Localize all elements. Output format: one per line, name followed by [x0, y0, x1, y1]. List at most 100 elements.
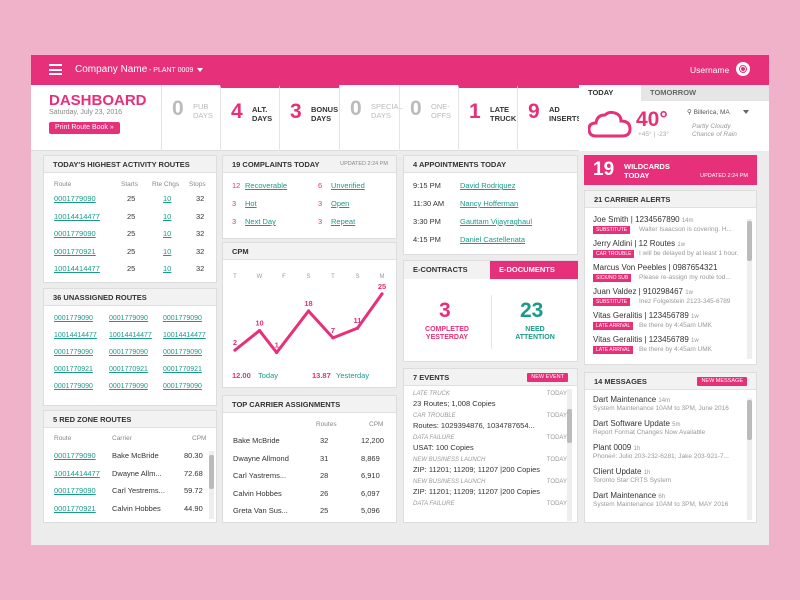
unassigned-route-link[interactable]: 0001770921 — [163, 366, 202, 373]
event-detail[interactable]: ZIP: 11201; 11209; 11207 |200 Copies — [413, 487, 541, 496]
new-message-button[interactable]: NEW MESSAGE — [697, 377, 747, 386]
route-changes-link[interactable]: 10 — [163, 194, 172, 203]
chevron-down-icon[interactable] — [743, 110, 749, 114]
route-changes-link[interactable]: 10 — [163, 264, 172, 273]
stat-one-offs[interactable]: 0 ONE- OFFS — [399, 85, 458, 151]
unassigned-route-link[interactable]: 0001779090 — [54, 315, 93, 322]
route-link[interactable]: 0001779090 — [54, 486, 96, 495]
message-title[interactable]: Dart Maintenance 6h — [593, 491, 666, 500]
wildcards-count: 19 — [593, 159, 615, 180]
tab-today[interactable]: TODAY — [588, 88, 614, 97]
scrollbar-thumb[interactable] — [209, 455, 214, 489]
route-link[interactable]: 10014414477 — [54, 211, 100, 221]
unassigned-route-link[interactable]: 0001779090 — [109, 315, 148, 322]
unassigned-route-link[interactable]: 10014414477 — [54, 332, 97, 339]
unassigned-route-link[interactable]: 0001770921 — [54, 366, 93, 373]
route-changes-link[interactable]: 10 — [163, 229, 172, 238]
scrollbar[interactable] — [747, 398, 752, 520]
unassigned-route-link[interactable]: 10014414477 — [109, 332, 152, 339]
unassigned-route-link[interactable]: 0001779090 — [54, 383, 93, 390]
username[interactable]: Username — [690, 65, 730, 75]
event-type: LATE TRUCK — [413, 391, 450, 397]
appointment-contact-link[interactable]: Nancy Hofferman — [460, 199, 519, 208]
unassigned-route-link[interactable]: 0001779090 — [109, 383, 148, 390]
x-tick-label: T — [331, 274, 335, 280]
alert-carrier[interactable]: Jerry Aldini | 12 Routes 1w — [593, 239, 686, 248]
appointment-contact-link[interactable]: Daniel Castellenata — [460, 235, 526, 244]
stat-bonus-days[interactable]: 3 BONUS DAYS — [279, 85, 339, 151]
event-detail[interactable]: Routes: 1029394876, 1034787654... — [413, 421, 535, 430]
panel-title: 21 CARRIER ALERTS — [585, 191, 756, 208]
unassigned-route-link[interactable]: 10014414477 — [163, 332, 206, 339]
stops-value: 32 — [196, 211, 205, 221]
complaint-link[interactable]: Repeat — [331, 217, 356, 226]
event-detail[interactable]: ZIP: 11201; 11209; 11207 |200 Copies — [413, 465, 541, 474]
alert-carrier[interactable]: Juan Valdez | 910298467 1w — [593, 287, 693, 296]
alert-carrier[interactable]: Vitas Geralitis | 123456789 1w — [593, 335, 699, 344]
new-event-button[interactable]: NEW EVENT — [527, 373, 568, 382]
route-changes-link[interactable]: 10 — [163, 246, 172, 256]
complaint-count: 3 — [318, 217, 323, 226]
appointment-contact-link[interactable]: David Rodriguez — [460, 181, 516, 190]
appointment-contact-link[interactable]: Gauttam Vijayraghaul — [460, 217, 532, 226]
route-link[interactable]: 0001770921 — [54, 503, 96, 513]
message-preview: Report Format Changes Now Available — [593, 429, 706, 436]
stat-pub-days[interactable]: 0 PUB DAYS — [161, 85, 220, 151]
panel-title: 14 MESSAGES NEW MESSAGE — [585, 373, 756, 390]
tab-tomorrow[interactable]: TOMORROW — [641, 85, 769, 101]
stat-ad-inserts[interactable]: 9 AD INSERTS — [517, 85, 582, 151]
message-title[interactable]: Client Update 1h — [593, 467, 651, 476]
stat-late-truck[interactable]: 1 LATE TRUCK — [458, 85, 517, 151]
unassigned-route-link[interactable]: 0001779090 — [54, 349, 93, 356]
unassigned-route-link[interactable]: 0001779090 — [163, 383, 202, 390]
menu-icon[interactable] — [49, 64, 62, 75]
alert-carrier[interactable]: Marcus Von Peebles | 0987654321 — [593, 263, 718, 272]
stat-alt-days[interactable]: 4 ALT. DAYS — [220, 85, 279, 151]
route-link[interactable]: 10014414477 — [54, 468, 100, 478]
red-zone-routes-panel: 5 RED ZONE ROUTES Route Carrier CPM 0001… — [43, 410, 217, 523]
complaint-link[interactable]: Unverified — [331, 181, 365, 190]
unassigned-route-link[interactable]: 0001779090 — [163, 349, 202, 356]
tab-econtracts[interactable]: E-CONTRACTS — [404, 261, 490, 279]
completed-count: 3 — [439, 299, 451, 322]
complaint-link[interactable]: Open — [331, 199, 350, 208]
message-title[interactable]: Dart Maintenance 14m — [593, 395, 671, 404]
cpm-value: 6,910 — [361, 471, 380, 480]
event-detail[interactable]: USAT: 100 Copies — [413, 443, 474, 452]
route-link[interactable]: 0001770921 — [54, 246, 96, 256]
stat-special-days[interactable]: 0 SPECIAL DAYS — [339, 85, 403, 151]
unassigned-route-link[interactable]: 0001770921 — [109, 366, 148, 373]
complaint-link[interactable]: Hot — [245, 199, 257, 208]
message-title[interactable]: Dart Software Update 5m — [593, 419, 681, 428]
event-type: DATA FAILURE — [413, 501, 455, 507]
wildcards-panel[interactable]: 19 WILDCARDS TODAY UPDATED 2:24 PM — [584, 155, 757, 185]
page-title: DASHBOARD — [49, 92, 147, 109]
scrollbar-thumb[interactable] — [747, 400, 752, 440]
route-link[interactable]: 10014414477 — [54, 264, 100, 273]
plant-selector[interactable]: - PLANT 0009 — [149, 67, 203, 74]
unassigned-route-link[interactable]: 0001779090 — [163, 315, 202, 322]
divider — [491, 295, 492, 349]
alert-carrier[interactable]: Joe Smith | 1234567890 14m — [593, 215, 694, 224]
complaint-link[interactable]: Next Day — [245, 217, 276, 226]
tab-edocuments[interactable]: E-DOCUMENTS — [490, 261, 578, 279]
scrollbar[interactable] — [747, 219, 752, 359]
alert-carrier[interactable]: Vitas Geralitis | 123456789 1w — [593, 311, 699, 320]
appointment-time: 4:15 PM — [413, 235, 441, 244]
panel-title: 4 APPOINTMENTS TODAY — [404, 156, 577, 173]
complaint-link[interactable]: Recoverable — [245, 181, 288, 190]
scrollbar-thumb[interactable] — [567, 409, 572, 443]
route-link[interactable]: 0001779090 — [54, 451, 96, 460]
weather-location[interactable]: ⚲ Billerica, MA — [687, 109, 730, 116]
event-detail[interactable]: 23 Routes; 1,008 Copies — [413, 399, 496, 408]
route-changes-link[interactable]: 10 — [163, 211, 172, 221]
gear-icon[interactable] — [736, 62, 750, 76]
message-title[interactable]: Plant 0009 1h — [593, 443, 641, 452]
unassigned-route-link[interactable]: 0001779090 — [109, 349, 148, 356]
scrollbar-thumb[interactable] — [747, 221, 752, 261]
cpm-panel: CPM T W F S T S M 2 10 1 18 7 11 25 12.00 Today 13.87… — [222, 242, 397, 388]
route-link[interactable]: 0001779090 — [54, 194, 96, 203]
print-route-book-button[interactable]: Print Route Book » — [49, 122, 120, 134]
route-link[interactable]: 0001779090 — [54, 229, 96, 238]
scrollbar[interactable] — [567, 389, 572, 521]
